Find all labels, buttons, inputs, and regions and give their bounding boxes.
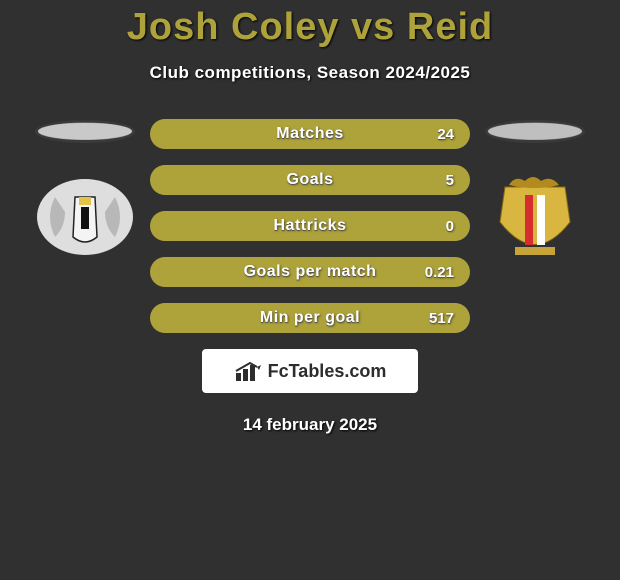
stat-bar: Min per goal 517 bbox=[150, 303, 470, 333]
stat-bar: Goals per match 0.21 bbox=[150, 257, 470, 287]
logo-box: FcTables.com bbox=[202, 349, 418, 393]
subtitle: Club competitions, Season 2024/2025 bbox=[0, 63, 620, 83]
crest-right bbox=[485, 167, 585, 267]
left-side bbox=[30, 119, 140, 267]
crest-left-svg bbox=[35, 167, 135, 267]
stat-bar-value: 24 bbox=[437, 126, 454, 143]
stat-bar-value: 0.21 bbox=[425, 264, 454, 281]
stat-bar: Matches 24 bbox=[150, 119, 470, 149]
title-player1: Josh Coley bbox=[127, 6, 340, 48]
crest-left bbox=[35, 167, 135, 267]
ellipse-right bbox=[483, 120, 588, 143]
stat-bar-label: Goals bbox=[287, 171, 334, 189]
right-side bbox=[480, 119, 590, 267]
crest-right-svg bbox=[485, 167, 585, 267]
stat-bar-label: Matches bbox=[276, 125, 344, 143]
content-row: Matches 24 Goals 5 Hattricks 0 Goals per match… bbox=[0, 119, 620, 333]
ellipse-left bbox=[33, 120, 138, 143]
title-vs: vs bbox=[351, 6, 395, 48]
stat-bar-value: 0 bbox=[446, 218, 454, 235]
stat-bar-label: Hattricks bbox=[274, 217, 347, 235]
stat-bar-label: Goals per match bbox=[244, 263, 377, 281]
stat-bar-value: 517 bbox=[429, 310, 454, 327]
logo-chart-icon bbox=[234, 359, 264, 383]
logo-text: FcTables.com bbox=[268, 361, 387, 382]
title-player2: Reid bbox=[407, 6, 493, 48]
page-title: Josh Coley vs Reid bbox=[0, 0, 620, 49]
stat-bar: Goals 5 bbox=[150, 165, 470, 195]
date-text: 14 february 2025 bbox=[0, 415, 620, 435]
stat-bar-label: Min per goal bbox=[260, 309, 360, 327]
stat-bars: Matches 24 Goals 5 Hattricks 0 Goals per match… bbox=[140, 119, 480, 333]
stat-bar-value: 5 bbox=[446, 172, 454, 189]
stat-bar: Hattricks 0 bbox=[150, 211, 470, 241]
